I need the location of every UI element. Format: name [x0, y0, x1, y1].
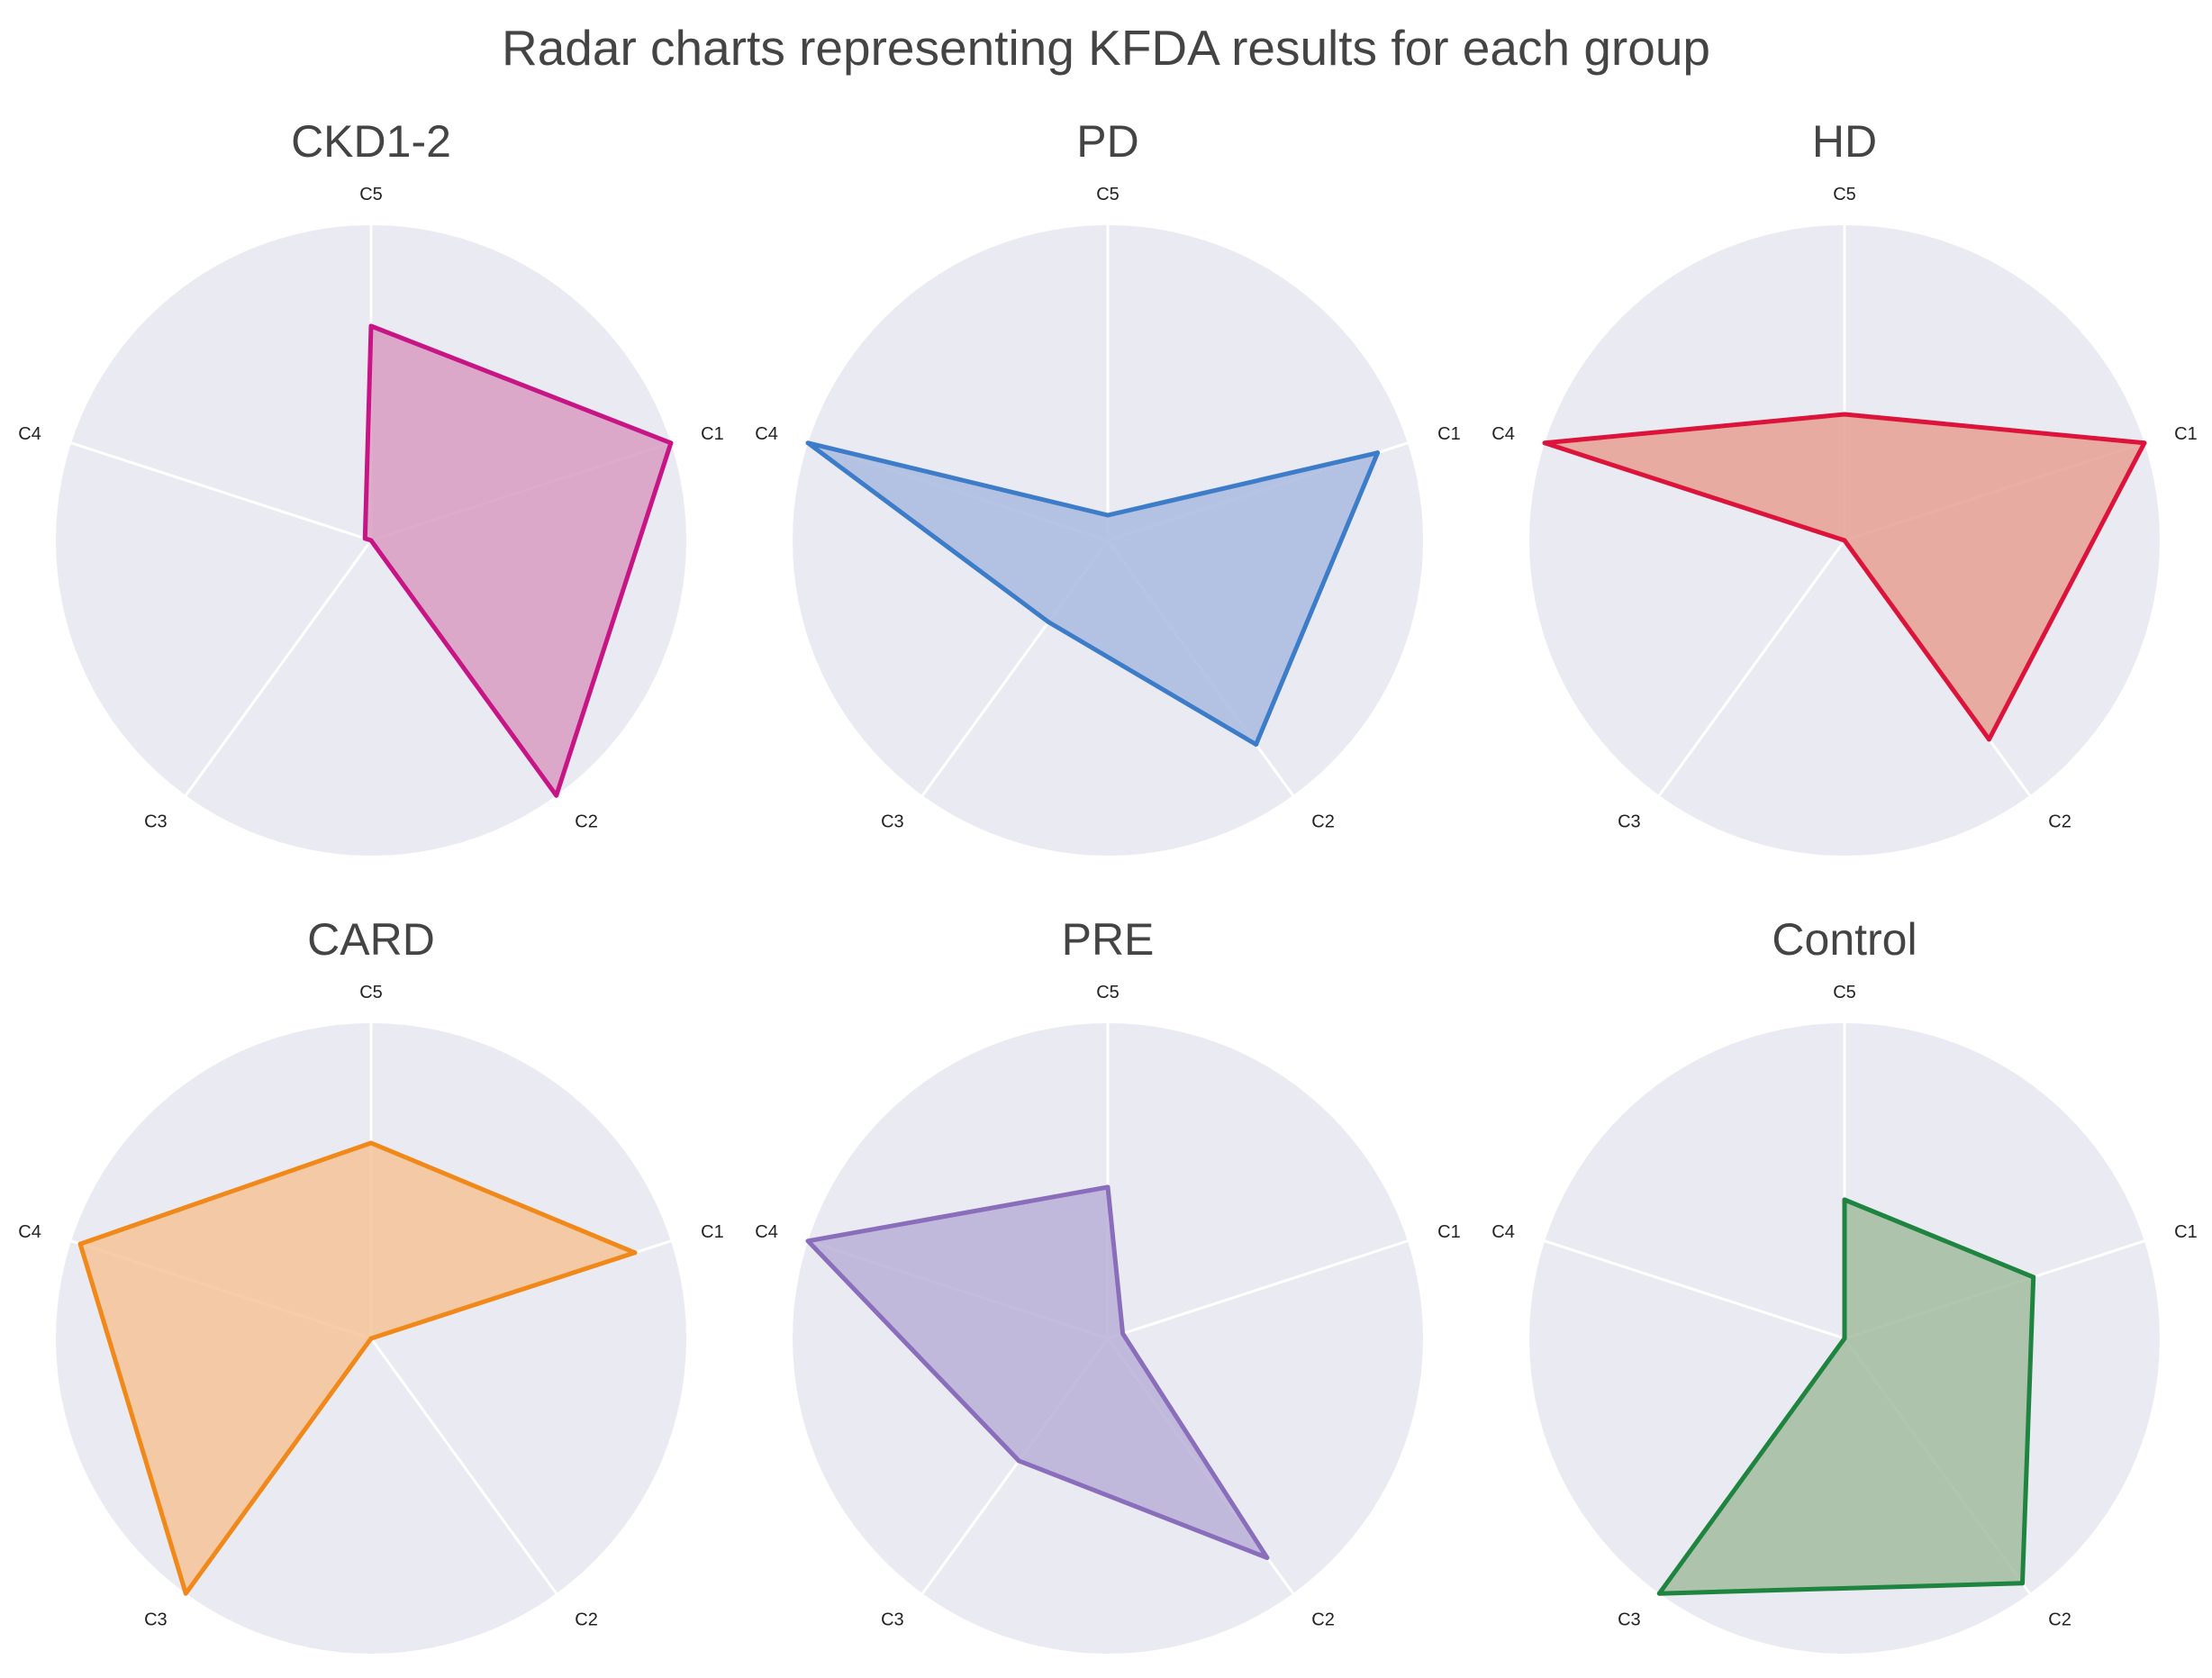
axis-label-c2: C2: [575, 1610, 598, 1629]
data-point-c4: [362, 536, 367, 541]
axis-label-c4: C4: [1491, 424, 1515, 444]
series-area-pre: [808, 1187, 1267, 1558]
panel-title-ckd1-2: CKD1-2: [291, 116, 451, 167]
axis-label-c5: C5: [1096, 983, 1120, 1002]
axis-label-c3: C3: [881, 812, 904, 831]
data-point-c5: [1842, 412, 1847, 417]
data-point-c1: [1120, 1331, 1126, 1337]
data-point-c1: [2142, 440, 2147, 446]
axis-label-c2: C2: [2048, 1610, 2071, 1629]
axis-label-c3: C3: [881, 1610, 904, 1629]
panel-title-hd: HD: [1812, 116, 1877, 167]
radar-panel-pd: C1 C2 C3 C4 C5 PD: [755, 116, 1461, 856]
data-point-c5: [1105, 512, 1111, 518]
data-point-c3: [368, 538, 374, 543]
axis-label-c1: C1: [701, 424, 724, 444]
axis-label-c4: C4: [755, 424, 778, 444]
series-line-control: [1656, 1197, 2036, 1596]
axis-label-c5: C5: [1096, 185, 1120, 204]
axis-label-c3: C3: [144, 1610, 168, 1629]
radar-panel-pre: C1 C2 C3 C4 C5 PRE: [755, 914, 1461, 1654]
data-point-c4: [805, 1238, 811, 1244]
radar-panels: C1 C2 C3 C4 C5 CKD1-2 C1 C2 C3 C4 C5 PD C1 C2 C3 C4 C5 HD…: [18, 116, 2198, 1654]
axis-label-c4: C4: [18, 424, 41, 444]
spoke-c1: [1107, 1239, 1409, 1340]
spoke-c3: [185, 540, 373, 797]
data-point-c3: [1046, 620, 1051, 625]
axis-label-c4: C4: [18, 1222, 41, 1242]
data-point-c2: [1254, 742, 1259, 748]
axis-label-c5: C5: [359, 983, 383, 1002]
series-line-hd: [1542, 412, 2147, 742]
data-point-c3: [1656, 1591, 1662, 1596]
radar-panel-hd: C1 C2 C3 C4 C5 HD: [1491, 116, 2198, 856]
axis-label-c3: C3: [1618, 1610, 1641, 1629]
axis-label-c2: C2: [2048, 812, 2071, 831]
data-point-c2: [1986, 737, 1991, 742]
data-point-c2: [1265, 1556, 1270, 1561]
axis-label-c1: C1: [2174, 424, 2198, 444]
series-line-card: [77, 1140, 638, 1596]
spoke-c4: [1544, 1239, 1845, 1340]
axis-label-c5: C5: [1833, 185, 1856, 204]
radar-panel-control: C1 C2 C3 C4 C5 Control: [1491, 914, 2198, 1654]
spoke-c3: [1658, 540, 1846, 797]
data-point-c2: [2019, 1581, 2025, 1586]
radar-panel-card: C1 C2 C3 C4 C5 CARD: [18, 914, 724, 1654]
panel-title-control: Control: [1772, 914, 1917, 965]
axis-label-c1: C1: [1437, 1222, 1461, 1242]
radar-panel-ckd1-2: C1 C2 C3 C4 C5 CKD1-2: [18, 116, 724, 856]
data-point-c3: [1016, 1458, 1021, 1464]
data-point-c3: [183, 1591, 188, 1596]
data-point-c4: [1842, 1336, 1847, 1341]
panel-title-pre: PRE: [1062, 914, 1155, 965]
data-point-c3: [1842, 538, 1847, 543]
axis-label-c1: C1: [701, 1222, 724, 1242]
axis-label-c3: C3: [1618, 812, 1641, 831]
data-point-c1: [1375, 450, 1381, 456]
data-point-c1: [668, 440, 674, 446]
axis-label-c1: C1: [2174, 1222, 2198, 1242]
data-point-c1: [2031, 1274, 2036, 1280]
axis-label-c2: C2: [1311, 812, 1335, 831]
data-point-c2: [368, 1336, 374, 1341]
data-point-c5: [368, 1140, 374, 1146]
series-line-ckd1-2: [362, 323, 674, 798]
data-point-c5: [1105, 1184, 1111, 1190]
series-area-hd: [1545, 414, 2144, 739]
axis-label-c4: C4: [1491, 1222, 1515, 1242]
axis-label-c1: C1: [1437, 424, 1461, 444]
series-area-control: [1659, 1200, 2034, 1594]
panel-title-pd: PD: [1076, 116, 1138, 167]
data-point-c5: [1842, 1197, 1847, 1202]
axis-label-c4: C4: [755, 1222, 778, 1242]
data-point-c4: [77, 1241, 83, 1247]
axis-label-c5: C5: [1833, 983, 1856, 1002]
series-line-pre: [805, 1184, 1270, 1560]
data-point-c2: [554, 793, 559, 798]
data-point-c5: [368, 323, 374, 329]
axis-label-c5: C5: [359, 185, 383, 204]
data-point-c4: [1542, 440, 1547, 446]
data-point-c4: [805, 440, 811, 446]
series-line-pd: [805, 440, 1381, 747]
spoke-c4: [70, 441, 372, 542]
axis-label-c2: C2: [1311, 1610, 1335, 1629]
axis-label-c2: C2: [575, 812, 598, 831]
series-area-card: [80, 1143, 635, 1594]
data-point-c1: [632, 1250, 638, 1256]
axis-label-c3: C3: [144, 812, 168, 831]
figure-title: Radar charts representing KFDA results f…: [502, 20, 1710, 76]
spoke-c2: [369, 1338, 558, 1595]
panel-title-card: CARD: [307, 914, 435, 965]
series-area-pd: [808, 442, 1378, 745]
